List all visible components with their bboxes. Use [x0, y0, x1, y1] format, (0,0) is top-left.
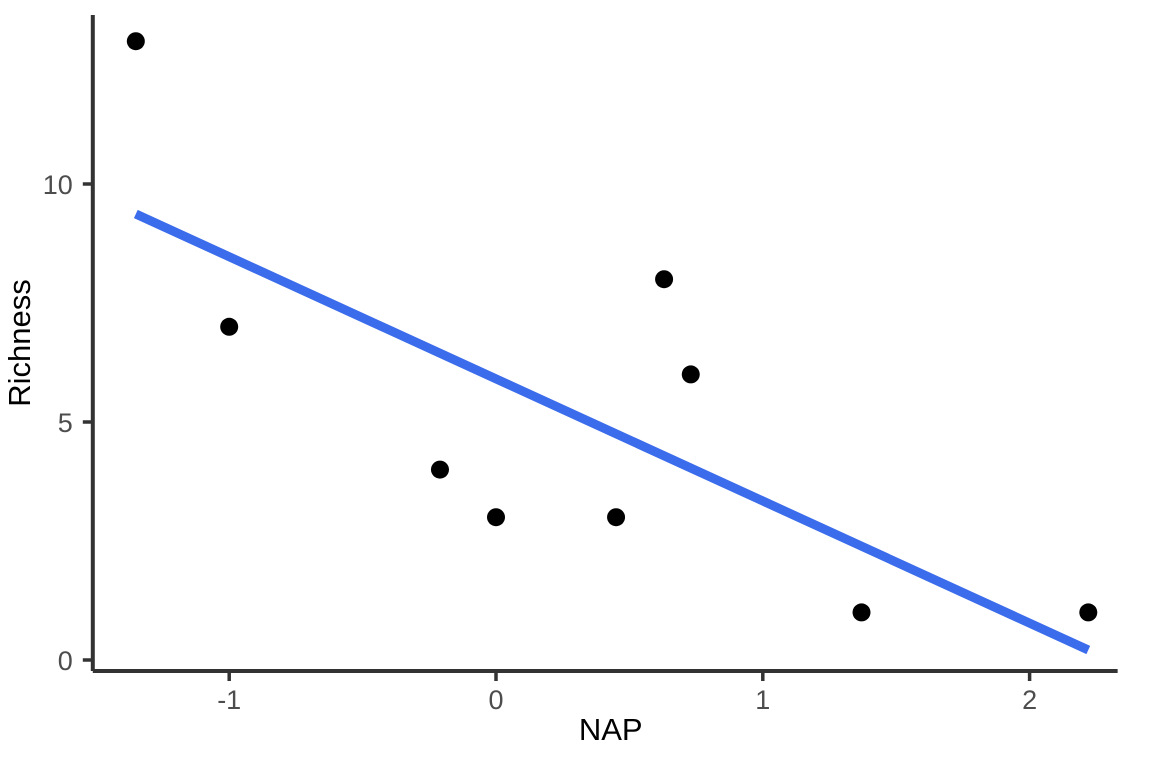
y-tick-label: 5 [58, 408, 73, 438]
data-points [126, 32, 1098, 622]
data-point [681, 365, 700, 384]
x-tick-label: 1 [755, 685, 770, 715]
data-point [852, 603, 871, 622]
y-axis-ticks: 0 5 10 [43, 170, 93, 676]
data-point [655, 270, 674, 289]
regression-line [133, 209, 1091, 655]
data-point [220, 317, 239, 336]
y-tick-label: 10 [43, 170, 73, 200]
axes [90, 15, 1118, 673]
x-tick-label: -1 [217, 685, 241, 715]
x-axis-ticks: -1 0 1 2 [217, 671, 1037, 715]
data-point [1079, 603, 1098, 622]
linear-fit-line [133, 209, 1091, 655]
y-tick-label: 0 [58, 646, 73, 676]
x-axis-title: NAP [579, 712, 643, 747]
y-axis-title: Richness [2, 279, 37, 407]
data-point [430, 460, 449, 479]
data-point [607, 508, 626, 527]
x-tick-label: 2 [1022, 685, 1037, 715]
x-tick-label: 0 [488, 685, 503, 715]
data-point [487, 508, 505, 527]
data-point [126, 32, 145, 51]
